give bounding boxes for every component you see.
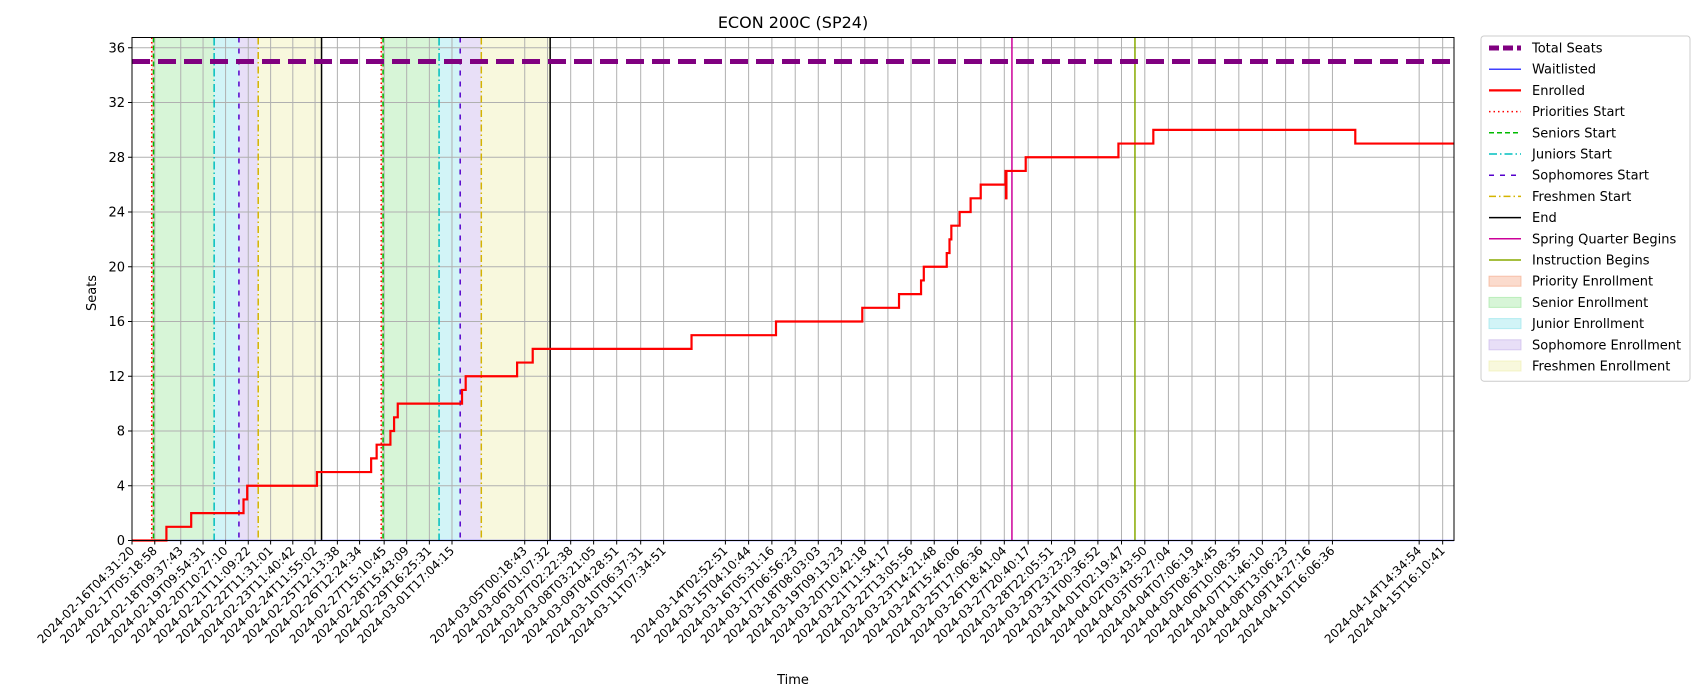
- legend-label: Freshmen Enrollment: [1532, 360, 1670, 375]
- y-tick-label: 24: [108, 206, 125, 221]
- junior-enrollment-span: [439, 37, 461, 541]
- chart-title: ECON 200C (SP24): [718, 13, 868, 32]
- legend-label: Sophomore Enrollment: [1532, 338, 1681, 353]
- freshmen-enrollment-legend-swatch: [1488, 360, 1522, 372]
- x-axis: 2024-02-16T04:31:202024-02-17T05:18:5820…: [35, 540, 1448, 647]
- senior-enrollment-legend-swatch: [1488, 296, 1522, 308]
- priority-enrollment-span: [151, 37, 154, 541]
- legend-label: Priority Enrollment: [1532, 275, 1653, 290]
- y-tick-label: 8: [117, 425, 125, 440]
- senior-enrollment-span: [383, 37, 440, 541]
- legend-label: Priorities Start: [1532, 105, 1625, 120]
- legend-label: Sophomores Start: [1532, 169, 1649, 184]
- legend-entry: Enrolled: [1489, 84, 1585, 99]
- y-tick-label: 4: [117, 479, 125, 494]
- legend-entry: Freshmen Enrollment: [1488, 360, 1670, 375]
- legend-label: Waitlisted: [1532, 63, 1596, 78]
- enrolled-series: [132, 128, 1454, 542]
- legend-entry: Sophomore Enrollment: [1488, 338, 1681, 353]
- legend-entry: End: [1489, 211, 1557, 226]
- x-axis-label: Time: [776, 673, 809, 688]
- y-axis: 0 4 8 12 16 20 24 28 32 36: [108, 41, 132, 549]
- priority-enrollment-legend-swatch: [1488, 275, 1522, 287]
- y-tick-label: 16: [108, 315, 125, 330]
- legend-label: Senior Enrollment: [1532, 296, 1648, 311]
- legend-label: Juniors Start: [1531, 148, 1612, 163]
- legend-label: Instruction Begins: [1532, 254, 1650, 269]
- y-tick-label: 36: [108, 41, 125, 56]
- y-tick-label: 0: [117, 534, 125, 549]
- legend-label: Enrolled: [1532, 84, 1585, 99]
- legend-label: Total Seats: [1531, 42, 1603, 57]
- legend-entry: Sophomores Start: [1489, 169, 1649, 184]
- y-tick-label: 32: [108, 96, 125, 111]
- y-tick-label: 12: [108, 370, 125, 385]
- x-tick-label: 2024-04-15T16:10:41: [1345, 544, 1448, 647]
- enrollment-periods: [151, 37, 551, 541]
- sophomore-enrollment-span: [460, 37, 482, 541]
- legend-entry: Priorities Start: [1489, 105, 1625, 120]
- series: [132, 58, 1454, 542]
- sophomore-enrollment-legend-swatch: [1488, 339, 1522, 351]
- legend-label: Freshmen Start: [1532, 190, 1631, 205]
- legend-label: Spring Quarter Begins: [1532, 232, 1676, 247]
- legend-box: [1480, 35, 1691, 382]
- legend-entry: Junior Enrollment: [1488, 317, 1644, 332]
- y-tick-label: 20: [108, 260, 125, 275]
- freshmen-enrollment-span: [481, 37, 551, 541]
- freshmen-enrollment-span: [258, 37, 322, 541]
- legend-entry: Instruction Begins: [1489, 254, 1650, 269]
- legend-entry: Freshmen Start: [1489, 190, 1631, 205]
- x-tick-label: 2024-04-14T14:34:54: [1322, 544, 1425, 647]
- y-axis-label: Seats: [85, 275, 100, 311]
- plot-frame: [131, 37, 1455, 541]
- milestone-lines: [150, 37, 1136, 541]
- legend-label: Junior Enrollment: [1531, 317, 1644, 332]
- junior-enrollment-legend-swatch: [1488, 318, 1522, 330]
- y-tick-label: 28: [108, 151, 125, 166]
- legend: Total Seats Waitlisted Enrolled Priorities …: [1480, 35, 1691, 382]
- priority-enrollment-span: [381, 37, 384, 541]
- legend-label: Seniors Start: [1532, 126, 1616, 141]
- legend-entry: Senior Enrollment: [1488, 296, 1648, 311]
- legend-entry: Spring Quarter Begins: [1489, 232, 1676, 247]
- junior-enrollment-span: [214, 37, 239, 541]
- senior-enrollment-span: [153, 37, 215, 541]
- legend-entry: Juniors Start: [1489, 148, 1612, 163]
- legend-entry: Total Seats: [1489, 42, 1603, 57]
- legend-entry: Seniors Start: [1489, 126, 1616, 141]
- legend-label: End: [1532, 211, 1557, 226]
- legend-entry: Priority Enrollment: [1488, 275, 1653, 290]
- legend-entry: Waitlisted: [1489, 63, 1596, 78]
- grid: [131, 37, 1454, 541]
